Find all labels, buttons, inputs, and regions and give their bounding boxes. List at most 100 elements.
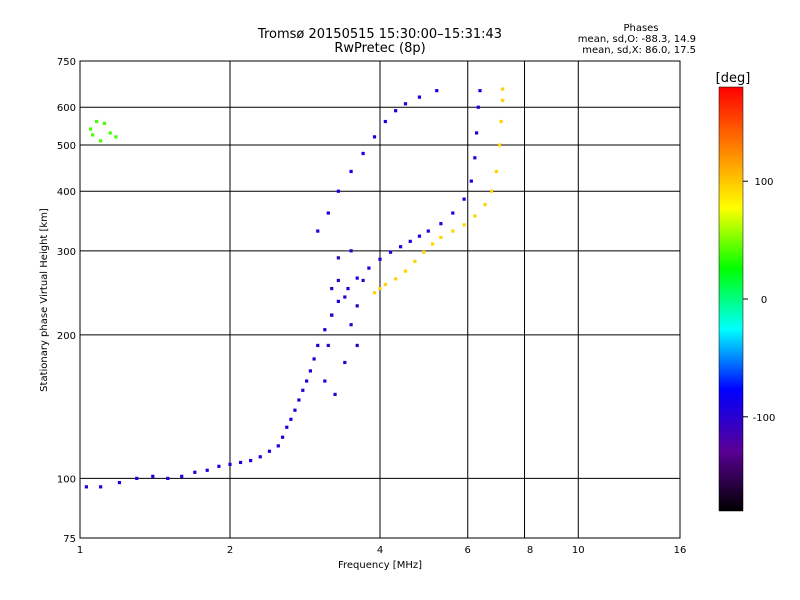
series-0-point-6 [180, 474, 184, 478]
series-2-point-13 [333, 392, 337, 397]
series-3-point-10 [462, 223, 466, 227]
series-4-point-5 [91, 133, 95, 137]
series-2-point-7 [361, 278, 365, 283]
x-tick-label-6: 16 [674, 545, 687, 556]
series-3-point-16 [499, 119, 503, 124]
series-2-point-5 [349, 323, 353, 327]
series-3-point-17 [501, 98, 505, 103]
y-tick-label-1: 100 [57, 474, 76, 485]
series-0-point-34 [399, 245, 403, 249]
series-1-point-9 [417, 95, 422, 99]
series-3-point-18 [501, 87, 505, 91]
series-0-point-39 [451, 211, 455, 215]
series-4-point-2 [102, 121, 107, 125]
series-0-point-23 [308, 369, 313, 373]
series-0-point-24 [312, 357, 316, 361]
series-4-point-1 [95, 119, 99, 124]
series-0-point-0 [84, 485, 88, 489]
series-0-point-42 [473, 156, 477, 160]
series-3-point-14 [494, 169, 499, 174]
stats-o-mode: mean, sd,O: -88.3, 14.9 [578, 34, 696, 45]
series-2-point-9 [336, 256, 340, 260]
x-gridlines [229, 61, 579, 538]
series-0-point-9 [217, 464, 221, 468]
series-0-point-44 [476, 105, 480, 109]
series-0-point-15 [276, 444, 280, 448]
x-axis-label: Frequency [MHz] [338, 560, 422, 571]
series-0-point-10 [228, 462, 232, 466]
series-1-point-1 [326, 211, 330, 215]
x-tick-label-1: 2 [227, 545, 233, 556]
series-2-point-10 [330, 286, 334, 291]
x-tick-label-3: 6 [465, 545, 471, 556]
series-0-point-33 [388, 250, 393, 254]
series-0-point-11 [238, 460, 243, 465]
series-1-point-5 [372, 135, 377, 139]
series-4-point-3 [108, 131, 112, 135]
series-3-point-7 [430, 242, 435, 246]
series-0-point-28 [336, 299, 340, 304]
series-0-point-36 [417, 234, 422, 238]
y-tick-label-7: 750 [57, 57, 76, 68]
series-0-point-21 [301, 388, 305, 392]
series-0-point-25 [316, 343, 320, 348]
series-2-point-2 [330, 313, 334, 317]
series-0-point-16 [280, 435, 285, 439]
y-tick-label-6: 600 [57, 103, 76, 114]
y-axis-label: Stationary phase Virtual Height [km] [39, 208, 50, 392]
series-0-point-17 [285, 425, 289, 429]
series-0-point-29 [346, 286, 350, 291]
x-tick-label-5: 10 [572, 545, 585, 556]
x-tick-label-0: 1 [77, 545, 83, 556]
x-tick-label-4: 8 [527, 545, 533, 556]
stats-x-mode: mean, sd,X: 86.0, 17.5 [582, 45, 696, 56]
colorbar-tick-label-1: 0 [761, 295, 767, 306]
series-3-point-9 [451, 229, 455, 233]
series-0-point-8 [205, 468, 209, 472]
series-3-point-6 [422, 250, 426, 254]
series-0-point-7 [193, 470, 197, 474]
chart-subtitle: RwPretec (8p) [334, 41, 425, 56]
series-3-point-1 [378, 286, 382, 291]
series-2-point-11 [355, 343, 359, 348]
series-2-point-3 [336, 278, 340, 283]
series-0-point-37 [426, 229, 430, 233]
plot-area: 1 2 4 6 8 10 16 75 100 200 300 400 500 600 750 [57, 57, 686, 556]
series-3-point-3 [394, 277, 398, 281]
series-0-point-13 [258, 455, 262, 459]
y-gridlines [80, 106, 680, 479]
series-2-point-8 [349, 249, 353, 253]
colorbar-label: [deg] [716, 71, 751, 86]
series-4-point-0 [88, 127, 93, 131]
series-1-point-3 [349, 169, 353, 174]
series-2-point-1 [326, 343, 330, 348]
series-1-point-4 [361, 151, 365, 156]
y-tick-label-3: 300 [57, 247, 76, 258]
series-1-point-2 [336, 189, 340, 193]
y-tick-label-2: 200 [57, 331, 76, 342]
series-4-point-6 [114, 135, 118, 139]
series-0-point-5 [166, 476, 170, 481]
series-0-point-4 [151, 474, 155, 478]
series-0-point-41 [469, 179, 473, 183]
series-0-point-18 [289, 417, 293, 421]
series-0-point-38 [439, 222, 443, 226]
colorbar: [deg] 100 0 -100 [716, 71, 775, 512]
series-0-point-40 [462, 197, 466, 201]
series-0-point-20 [297, 398, 301, 402]
chart-title: Tromsø 20150515 15:30:00–15:31:43 [257, 27, 502, 42]
series-1-point-0 [316, 229, 320, 233]
series-0-point-3 [135, 476, 139, 481]
series-0-point-30 [355, 276, 359, 280]
series-2-point-4 [343, 295, 347, 299]
series-0-point-14 [267, 449, 272, 453]
series-3-point-4 [403, 269, 408, 273]
series-0-point-2 [117, 480, 122, 485]
series-3-point-0 [372, 291, 377, 295]
series-0-point-22 [305, 379, 309, 383]
series-3-point-12 [483, 202, 487, 207]
y-tick-label-4: 400 [57, 187, 76, 198]
series-0-point-31 [367, 266, 371, 270]
y-axis-ticks: 75 100 200 300 400 500 600 750 [57, 57, 76, 545]
